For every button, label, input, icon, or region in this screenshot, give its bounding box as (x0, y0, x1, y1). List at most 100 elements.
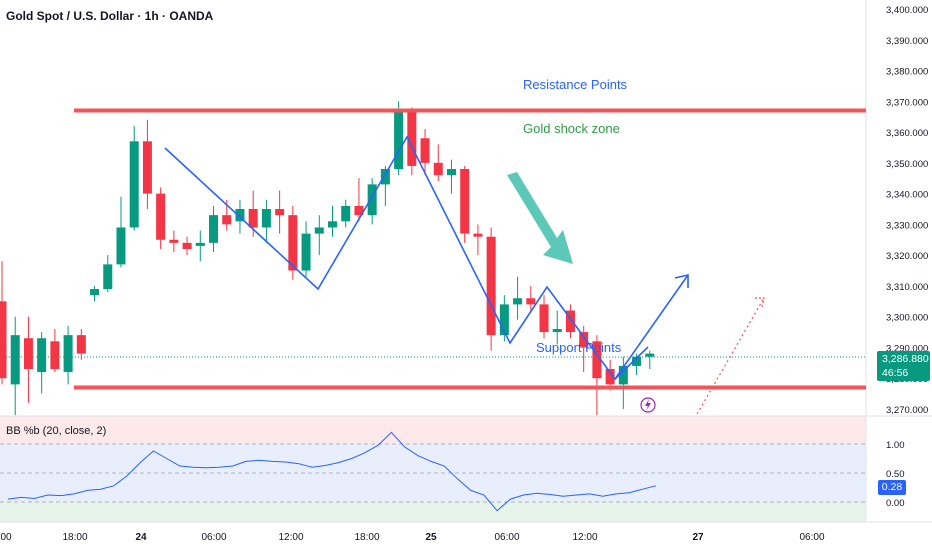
price-tick-label: 3,390.000 (886, 36, 928, 47)
candle-body (380, 169, 390, 185)
candle-body (50, 341, 60, 369)
price-tick-label: 3,290.000 (886, 343, 928, 354)
candle-body (261, 209, 271, 228)
candle-body (460, 169, 470, 234)
candle-body (565, 310, 575, 333)
candle-body (420, 138, 430, 163)
time-tick-label: 06:00 (494, 532, 519, 543)
price-tick-label: 3,370.000 (886, 97, 928, 108)
bb-indicator-title[interactable]: BB %b (20, close, 2) (6, 425, 107, 437)
price-tick-label: 3,360.000 (886, 128, 928, 139)
bb-percent-b-line (7, 431, 656, 512)
down-arrow-shape[interactable] (507, 172, 573, 264)
candle-body (288, 215, 298, 271)
time-tick-label: 25 (425, 532, 437, 543)
candle-body (605, 369, 615, 385)
candle-body (328, 221, 337, 228)
candle-body (182, 242, 192, 249)
candle-body (275, 209, 285, 216)
bb-axis: 1.00 0.50 0.00 (886, 440, 905, 509)
candle-body (526, 298, 536, 305)
candle-body (76, 335, 86, 354)
candle-body (539, 304, 549, 333)
candle-body (142, 141, 152, 194)
candle-body (235, 209, 245, 222)
price-tick-label: 3,400.000 (886, 5, 928, 16)
price-tick-label: 3,270.000 (886, 405, 928, 416)
candle-body (314, 227, 324, 234)
candle-body (486, 236, 496, 336)
resistance-label[interactable]: Resistance Points (523, 77, 628, 92)
trend-projection[interactable] (614, 274, 689, 380)
price-tick-label: 3,350.000 (886, 159, 928, 170)
candles (0, 101, 655, 416)
time-tick-label: 24 (135, 532, 147, 543)
bb-lower-zone (0, 502, 866, 522)
candle-body (195, 242, 205, 246)
candle-body (446, 169, 456, 176)
candle-body (156, 193, 166, 240)
forecast-dotted-arrow[interactable] (696, 297, 765, 415)
time-tick-label: 18:00 (354, 532, 379, 543)
candle-body (301, 233, 311, 271)
lightning-icon (645, 399, 651, 411)
candle-body (0, 301, 7, 379)
bb-series-line (7, 431, 656, 512)
bb-current-tag: 0.28 (878, 480, 906, 495)
chart-title[interactable]: Gold Spot / U.S. Dollar · 1h · OANDA (6, 9, 214, 23)
time-tick-label: 12:00 (278, 532, 303, 543)
price-tick-label: 3,340.000 (886, 190, 928, 201)
candle-body (499, 304, 509, 336)
candle-body (618, 365, 628, 385)
time-axis[interactable]: 00 18:00 24 06:00 12:00 18:00 25 06:00 12:00 27 06… (0, 532, 825, 543)
candle-body (473, 233, 483, 237)
time-tick-label: 27 (692, 532, 704, 543)
candle-body (209, 215, 219, 243)
time-tick-label: 06:00 (799, 532, 824, 543)
candle-body (248, 209, 258, 228)
price-tick-label: 3,300.000 (886, 313, 928, 324)
candle-body (90, 289, 100, 296)
candle-body (632, 356, 642, 366)
time-tick-label: 00 (0, 532, 12, 543)
candle-body (433, 162, 443, 176)
bb-tick-label: 0.50 (886, 469, 905, 480)
current-price-value: 3,286.880 (882, 353, 929, 365)
candle-body (37, 338, 47, 373)
candle-body (394, 110, 404, 169)
price-tick-label: 3,380.000 (886, 67, 928, 78)
candle-body (645, 353, 655, 357)
candle-body (129, 141, 139, 228)
time-tick-label: 18:00 (62, 532, 87, 543)
candle-body (579, 332, 589, 348)
candle-body (116, 227, 126, 265)
support-label[interactable]: Support Points (536, 340, 622, 355)
candle-body (592, 341, 602, 379)
time-tick-label: 12:00 (572, 532, 597, 543)
candle-body (367, 184, 377, 216)
shock-zone-label[interactable]: Gold shock zone (523, 121, 620, 136)
price-tick-label: 3,330.000 (886, 220, 928, 231)
bb-upper-zone (0, 416, 866, 444)
candle-body (354, 205, 364, 216)
time-tick-label: 06:00 (201, 532, 226, 543)
projection-arrowhead (674, 273, 689, 288)
price-tick-label: 3,310.000 (886, 282, 928, 293)
candle-body (341, 205, 351, 222)
candle-body (103, 264, 113, 289)
current-price-tag: 3,286.880 46:56 (877, 351, 930, 381)
candle-body (10, 335, 20, 385)
candle-body (169, 239, 179, 243)
bar-countdown: 46:56 (882, 367, 909, 379)
bb-tick-label: 0.00 (886, 498, 905, 509)
bb-tick-label: 1.00 (886, 440, 905, 451)
candle-body (407, 110, 417, 166)
candle-body (552, 329, 562, 333)
candle-body (23, 338, 33, 369)
candle-body (63, 335, 73, 373)
candle-body (222, 215, 232, 225)
candle-body (513, 298, 523, 305)
forecast-arrowhead (755, 297, 765, 308)
